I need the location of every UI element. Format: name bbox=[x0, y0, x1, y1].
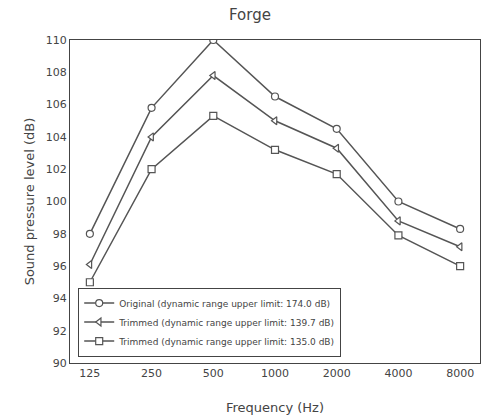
svg-text:92: 92 bbox=[53, 325, 67, 338]
svg-text:4000: 4000 bbox=[384, 367, 412, 380]
svg-text:Original (dynamic range upper: Original (dynamic range upper limit: 174… bbox=[119, 299, 330, 309]
svg-text:Forge: Forge bbox=[229, 6, 271, 24]
svg-text:102: 102 bbox=[46, 163, 67, 176]
svg-text:1000: 1000 bbox=[261, 367, 289, 380]
svg-text:Sound pressure level (dB): Sound pressure level (dB) bbox=[22, 118, 37, 286]
svg-text:Trimmed (dynamic range upper l: Trimmed (dynamic range upper limit: 139.… bbox=[118, 318, 334, 328]
svg-text:500: 500 bbox=[203, 367, 224, 380]
svg-text:2000: 2000 bbox=[323, 367, 351, 380]
svg-text:98: 98 bbox=[53, 228, 67, 241]
svg-text:125: 125 bbox=[79, 367, 100, 380]
svg-text:110: 110 bbox=[46, 34, 67, 47]
svg-text:100: 100 bbox=[46, 195, 67, 208]
svg-text:Frequency (Hz): Frequency (Hz) bbox=[226, 400, 324, 415]
svg-text:90: 90 bbox=[53, 357, 67, 370]
svg-text:Trimmed (dynamic range upper l: Trimmed (dynamic range upper limit: 135.… bbox=[118, 337, 334, 347]
svg-text:106: 106 bbox=[46, 98, 67, 111]
svg-text:8000: 8000 bbox=[446, 367, 474, 380]
svg-text:96: 96 bbox=[53, 260, 67, 273]
svg-text:94: 94 bbox=[53, 292, 67, 305]
svg-text:104: 104 bbox=[46, 131, 67, 144]
svg-text:108: 108 bbox=[46, 66, 67, 79]
svg-text:250: 250 bbox=[141, 367, 162, 380]
